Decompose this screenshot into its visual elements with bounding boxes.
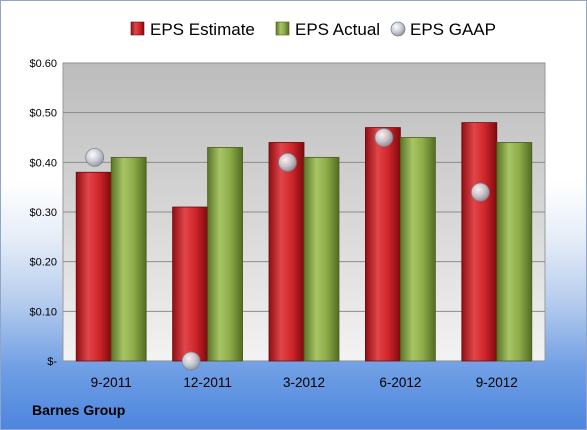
- x-tick-label: 6-2012: [379, 375, 421, 390]
- eps-estimate-bar: [268, 142, 305, 362]
- eps-actual-bar: [399, 137, 436, 362]
- eps-gaap-marker: [374, 128, 394, 147]
- x-tick-label: 12-2011: [183, 375, 232, 390]
- legend-actual-swatch: [275, 21, 290, 36]
- y-tick-label: $0.50: [29, 108, 57, 120]
- eps-actual-bar: [496, 142, 533, 362]
- x-tick-label: 9-2011: [91, 375, 132, 390]
- eps-estimate-bar: [75, 171, 112, 362]
- y-tick-label: $0.60: [29, 58, 57, 70]
- company-name: Barnes Group: [32, 402, 126, 418]
- eps-gaap-marker: [470, 182, 490, 202]
- legend-label: EPS GAAP: [410, 20, 496, 39]
- y-tick-label: $0.40: [29, 157, 57, 169]
- eps-actual-bar: [110, 156, 147, 362]
- eps-gaap-marker: [181, 351, 201, 371]
- eps-gaap-marker: [85, 147, 105, 167]
- x-tick-label: 9-2012: [476, 375, 518, 390]
- eps-estimate-bar: [172, 206, 209, 362]
- x-tick-label: 3-2012: [283, 375, 325, 390]
- y-tick-label: $0.20: [29, 257, 57, 269]
- eps-estimate-bar: [364, 127, 401, 362]
- eps-estimate-bar: [461, 122, 498, 362]
- legend-label: EPS Estimate: [150, 20, 255, 39]
- legend-estimate-swatch: [130, 21, 145, 36]
- y-tick-label: $-: [47, 356, 57, 368]
- y-tick-label: $0.30: [29, 207, 57, 219]
- legend-gaap-swatch: [390, 21, 406, 37]
- y-tick-label: $0.10: [29, 306, 57, 318]
- eps-actual-bar: [303, 156, 340, 362]
- eps-gaap-marker: [278, 152, 297, 172]
- eps-actual-bar: [207, 147, 244, 362]
- legend-label: EPS Actual: [295, 20, 380, 39]
